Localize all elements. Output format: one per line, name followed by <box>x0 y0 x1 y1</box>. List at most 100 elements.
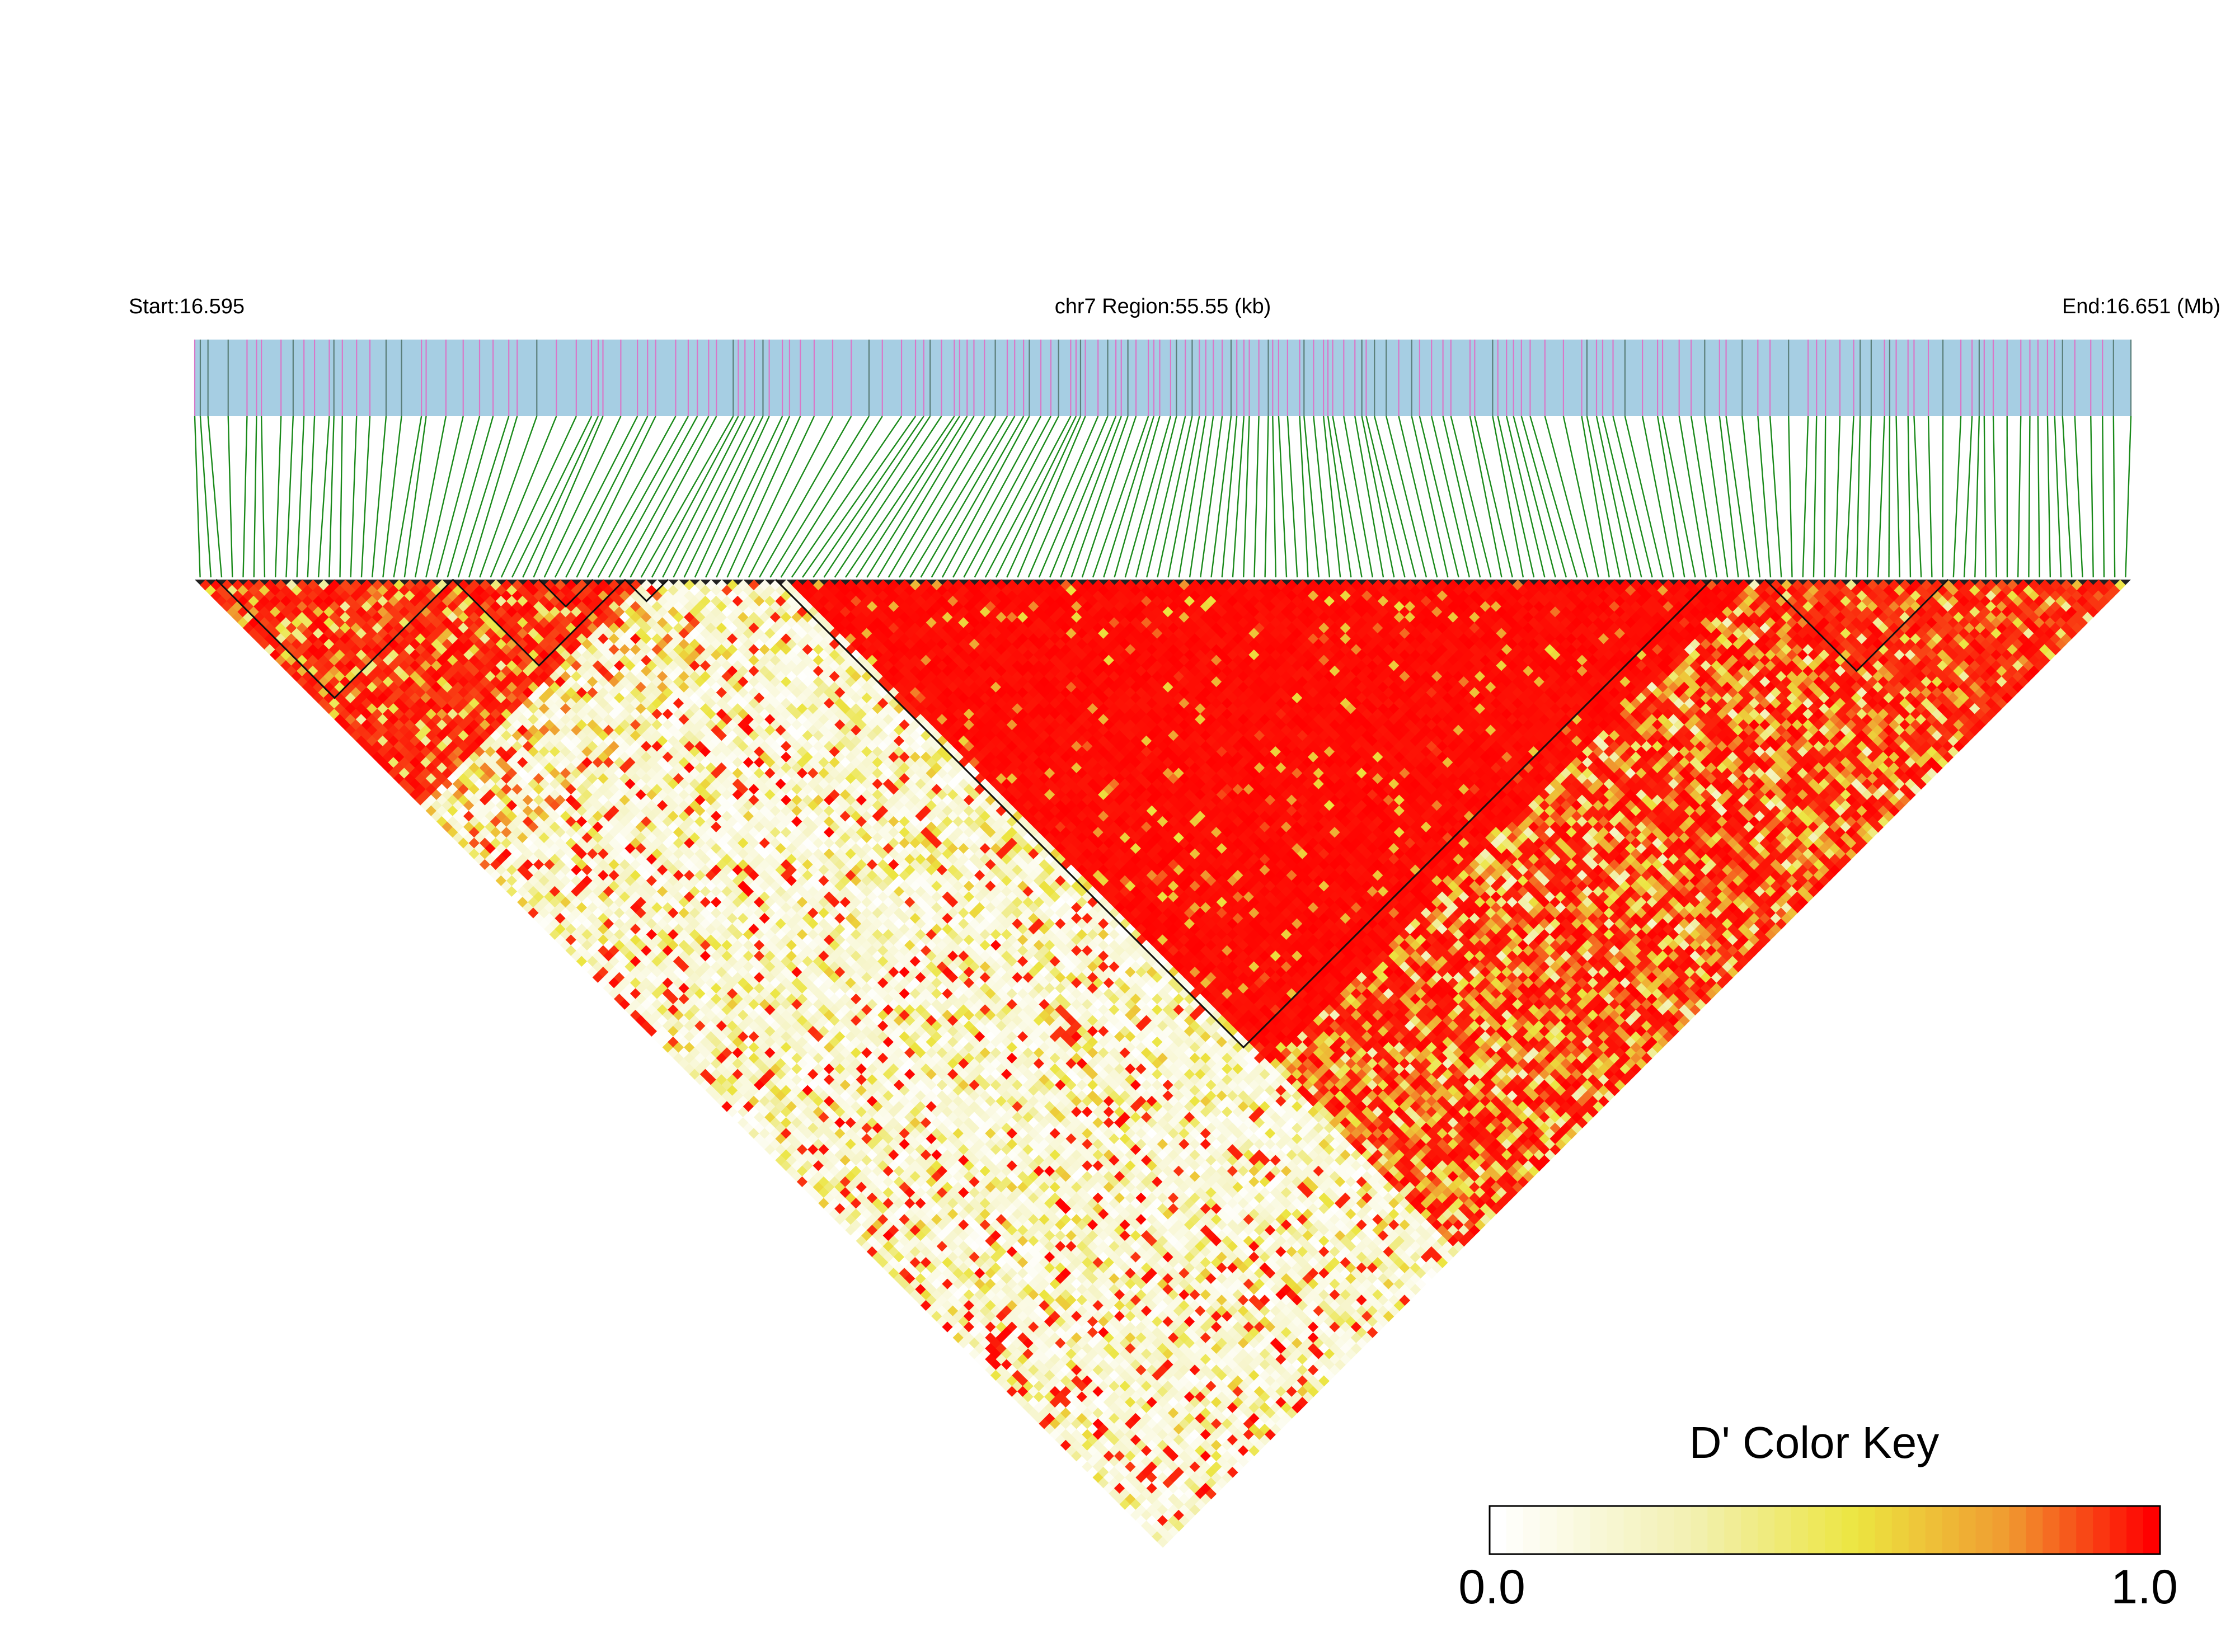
ld-cell <box>791 1160 803 1171</box>
ld-cell <box>834 1149 846 1161</box>
ld-cell <box>829 1208 841 1220</box>
snp-connector <box>490 416 557 578</box>
snp-connector <box>597 416 689 578</box>
ld-cell <box>952 1256 964 1268</box>
ld-cell <box>845 1149 857 1161</box>
ld-cell <box>1001 1305 1013 1317</box>
snp-connector <box>1913 416 1922 578</box>
ld-cell <box>1028 1353 1040 1365</box>
snp-connector <box>1081 416 1137 578</box>
snp-connector <box>1802 416 1809 578</box>
snp-connector <box>1513 416 1556 578</box>
ld-cell <box>1130 1498 1142 1510</box>
snp-connector <box>253 416 257 578</box>
snp-connector <box>920 416 1016 578</box>
ld-cell <box>1168 1525 1180 1537</box>
snp-connector <box>1313 416 1331 578</box>
ld-cell <box>1028 1343 1040 1354</box>
ld-cell <box>947 1305 959 1317</box>
snp-connector <box>382 416 402 578</box>
ld-cell <box>1103 1450 1115 1462</box>
snp-connector <box>1038 416 1109 578</box>
ld-cell <box>1044 1401 1056 1414</box>
snp-connector <box>1189 416 1214 578</box>
snp-connector <box>1520 416 1567 578</box>
ld-cell <box>974 1343 986 1354</box>
ld-cell <box>1168 1514 1180 1527</box>
snp-connector <box>1157 416 1193 578</box>
ld-cell <box>1162 1466 1174 1478</box>
ld-cell <box>1125 1450 1137 1462</box>
snp-connector <box>1411 416 1449 578</box>
snp-connector <box>2017 416 2022 578</box>
ld-cell <box>909 1256 922 1268</box>
snp-connector <box>576 416 656 578</box>
ld-cell <box>872 1197 884 1209</box>
ld-cell <box>1114 1450 1126 1462</box>
snp-connector <box>683 416 764 578</box>
ld-cell <box>1178 1482 1190 1494</box>
snp-connector <box>1221 416 1238 578</box>
snp-connector <box>630 416 717 578</box>
snp-connector <box>285 416 294 578</box>
ld-cell <box>1162 1477 1174 1489</box>
ld-cell <box>1087 1391 1099 1403</box>
snp-connector <box>1242 416 1250 578</box>
ld-cell <box>1152 1466 1163 1478</box>
ld-cell <box>1135 1439 1147 1451</box>
ld-cell <box>872 1208 884 1220</box>
snp-connector <box>1492 416 1524 578</box>
ld-cell <box>850 1208 862 1220</box>
ld-cell <box>888 1256 900 1268</box>
ld-cell <box>1135 1461 1147 1473</box>
snp-connector <box>1361 416 1395 578</box>
snp-connector <box>586 416 677 578</box>
snp-connector <box>856 416 960 578</box>
snp-connector <box>1718 416 1739 578</box>
snp-connector <box>1741 416 1761 578</box>
snp-connector <box>2102 416 2105 578</box>
ld-cell <box>839 1197 852 1209</box>
snp-connector <box>1856 416 1861 578</box>
snp-connector <box>1354 416 1384 578</box>
snp-position-ticks <box>194 340 2132 416</box>
ld-cell <box>899 1246 910 1258</box>
ld-cell <box>979 1294 992 1306</box>
snp-connector <box>360 416 371 578</box>
snp-connector <box>199 416 212 578</box>
snp-connector <box>1303 416 1320 578</box>
snp-connector <box>1927 416 1933 578</box>
snp-connector <box>1506 416 1546 578</box>
snp-connector <box>1145 416 1186 578</box>
ld-cell <box>1044 1391 1056 1403</box>
snp-connector <box>1419 416 1459 578</box>
ld-cell <box>1098 1401 1110 1414</box>
snp-connector <box>1200 416 1223 578</box>
snp-connector <box>1450 416 1492 578</box>
snp-connector <box>909 416 1008 578</box>
ld-cell <box>1152 1520 1163 1532</box>
ld-cell <box>1162 1531 1174 1542</box>
snp-connector <box>694 416 770 578</box>
snp-connector <box>866 416 968 578</box>
snp-connector <box>640 416 734 578</box>
ld-cell <box>829 1197 841 1209</box>
snp-connector <box>1103 416 1155 578</box>
ld-cell <box>1168 1471 1180 1484</box>
snp-connector <box>1529 416 1578 578</box>
snp-connector <box>791 416 903 578</box>
snp-connector <box>877 416 975 578</box>
ld-cell <box>1152 1498 1163 1510</box>
ld-cell <box>1092 1450 1104 1462</box>
snp-connector <box>328 416 335 578</box>
ld-cell <box>915 1294 927 1306</box>
snp-connector <box>1661 416 1696 578</box>
snp-connector <box>952 416 1042 578</box>
ld-cell <box>823 1160 835 1171</box>
ld-cell <box>866 1246 879 1258</box>
ld-cell <box>845 1160 857 1171</box>
snp-connector <box>1469 416 1502 578</box>
snp-connector <box>1167 416 1200 578</box>
snp-connector <box>608 416 698 578</box>
ld-cell <box>802 1138 814 1150</box>
